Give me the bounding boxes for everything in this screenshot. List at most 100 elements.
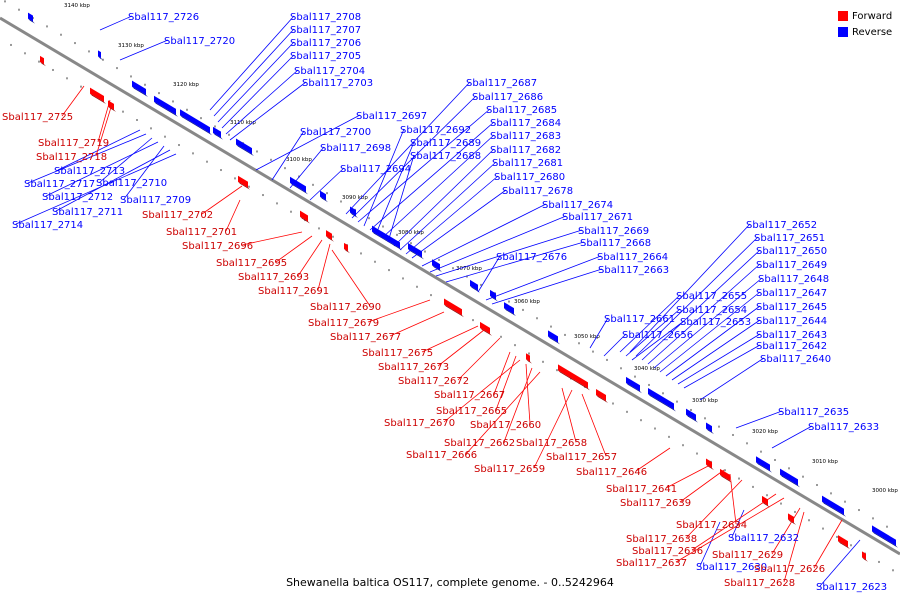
- forward-gene-label: Sbal117_2658: [516, 438, 587, 449]
- leader-line: [421, 203, 547, 267]
- leader-line: [405, 175, 499, 255]
- guide-dot: [872, 517, 874, 520]
- guide-dot: [654, 427, 656, 430]
- guide-dot: [682, 444, 684, 447]
- forward-gene-label: Sbal117_2696: [182, 241, 253, 252]
- reverse-gene-shadow: [470, 285, 480, 293]
- leader-line: [221, 54, 295, 129]
- forward-gene-label: Sbal117_2677: [330, 332, 401, 343]
- leader-line: [647, 263, 761, 365]
- forward-gene-arrow: [596, 388, 606, 401]
- forward-gene-arrow: [706, 458, 712, 469]
- guide-dot: [24, 52, 26, 55]
- guide-dot: [402, 277, 404, 280]
- guide-dot: [802, 475, 804, 478]
- leader-line: [525, 363, 531, 425]
- legend-forward: Forward: [838, 8, 892, 24]
- forward-gene-shadow: [480, 327, 492, 336]
- leader-line: [45, 141, 159, 197]
- legend-reverse-label: Reverse: [852, 26, 893, 38]
- leader-line: [629, 223, 751, 353]
- guide-dot: [102, 58, 104, 61]
- genome-axis: [0, 16, 900, 556]
- leader-line: [683, 344, 761, 389]
- axis-tick-label: 3070 kbp: [456, 266, 482, 272]
- guide-dot: [10, 43, 12, 46]
- reverse-gene-arrow: [504, 302, 514, 315]
- leader-line: [813, 519, 843, 569]
- forward-gene-label: Sbal117_2718: [36, 152, 107, 163]
- reverse-gene-label: Sbal117_2661: [604, 314, 675, 325]
- leader-line: [735, 410, 783, 429]
- axis-tick-label: 3110 kbp: [230, 120, 256, 126]
- reverse-swatch: [838, 27, 848, 37]
- reverse-gene-arrow: [132, 80, 146, 96]
- forward-gene-label: Sbal117_2672: [398, 376, 469, 387]
- forward-gene-arrow: [762, 495, 768, 506]
- reverse-gene-label: Sbal117_2648: [758, 274, 829, 285]
- axis-tick-label: 3040 kbp: [634, 366, 660, 372]
- reverse-gene-label: Sbal117_2671: [562, 212, 633, 223]
- guide-dot: [326, 192, 328, 195]
- reverse-gene-label: Sbal117_2726: [128, 12, 199, 23]
- leader-line: [771, 507, 801, 555]
- reverse-gene-shadow: [320, 196, 328, 203]
- reverse-gene-shadow: [490, 295, 498, 302]
- reverse-gene-label: Sbal117_2635: [778, 407, 849, 418]
- leader-line: [771, 425, 813, 449]
- forward-gene-arrow: [444, 298, 462, 316]
- guide-dot: [234, 177, 236, 180]
- reverse-gene-shadow: [28, 18, 35, 24]
- reverse-gene-arrow: [872, 525, 896, 546]
- leader-line: [369, 121, 495, 231]
- guide-dot: [578, 342, 580, 345]
- leader-line: [123, 145, 165, 200]
- guide-dot: [822, 527, 824, 530]
- leader-line: [275, 235, 313, 263]
- leader-line: [731, 509, 745, 538]
- leader-line: [387, 154, 415, 243]
- leader-line: [691, 493, 777, 551]
- guide-dot: [382, 225, 384, 228]
- leader-line: [443, 359, 521, 423]
- reverse-gene-label: Sbal117_2640: [760, 354, 831, 365]
- guide-dot: [290, 210, 292, 213]
- leader-line: [393, 148, 495, 247]
- reverse-gene-label: Sbal117_2694: [340, 164, 411, 175]
- reverse-gene-label: Sbal117_2623: [816, 582, 887, 593]
- axis-tick-label: 3020 kbp: [752, 429, 778, 435]
- guide-dot: [522, 308, 524, 311]
- axis-tick-label: 3090 kbp: [342, 195, 368, 201]
- leader-line: [209, 15, 295, 111]
- leader-line: [437, 329, 485, 367]
- leader-line: [119, 39, 169, 61]
- legend: Forward Reverse: [838, 8, 892, 40]
- guide-dot: [892, 569, 894, 572]
- guide-dot: [284, 167, 286, 170]
- reverse-gene-shadow: [290, 182, 308, 195]
- guide-dot: [214, 125, 216, 128]
- forward-gene-label: Sbal117_2639: [620, 498, 691, 509]
- guide-dot: [536, 317, 538, 320]
- guide-dot: [662, 392, 664, 395]
- forward-gene-label: Sbal117_2628: [724, 578, 795, 589]
- leader-line: [399, 161, 497, 251]
- guide-dot: [634, 375, 636, 378]
- reverse-gene-label: Sbal117_2669: [578, 226, 649, 237]
- guide-dot: [430, 294, 432, 297]
- guide-dot: [606, 358, 608, 361]
- leader-line: [665, 463, 713, 489]
- reverse-gene-arrow: [548, 330, 558, 343]
- reverse-gene-label: Sbal117_2683: [490, 131, 561, 142]
- guide-dot: [808, 519, 810, 522]
- guide-dot: [276, 202, 278, 205]
- guide-dot: [612, 402, 614, 405]
- forward-gene-label: Sbal117_2691: [258, 286, 329, 297]
- forward-gene-label: Sbal117_2629: [712, 550, 783, 561]
- reverse-gene-label: Sbal117_2708: [290, 12, 361, 23]
- leader-line: [641, 249, 761, 361]
- forward-gene-label: Sbal117_2666: [406, 450, 477, 461]
- axis-tick-label: 3120 kbp: [173, 82, 199, 88]
- reverse-gene-label: Sbal117_2687: [466, 78, 537, 89]
- reverse-gene-label: Sbal117_2682: [490, 145, 561, 156]
